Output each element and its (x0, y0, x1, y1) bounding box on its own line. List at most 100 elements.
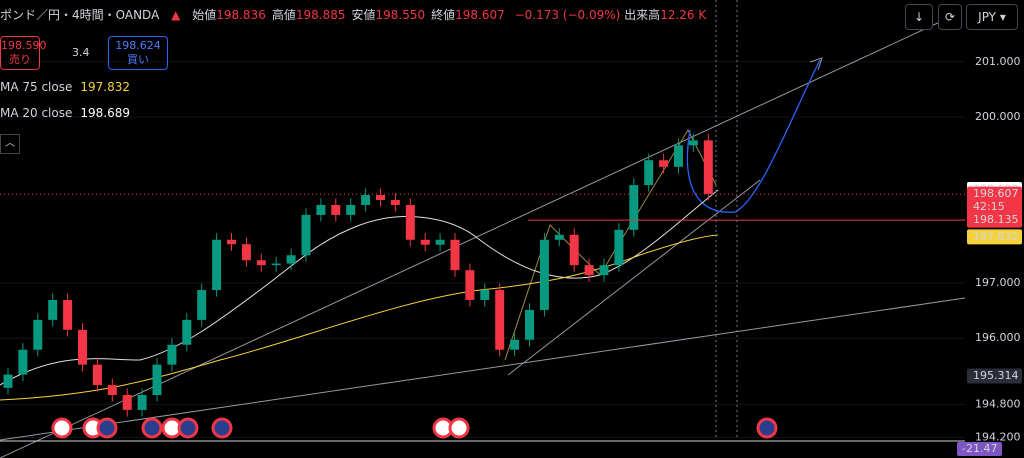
candle-body (197, 290, 207, 320)
event-icon[interactable] (211, 417, 233, 439)
arrow-head (809, 57, 823, 71)
candle-body (703, 140, 713, 194)
candle-body (212, 239, 222, 291)
price-label-box (967, 229, 1022, 245)
trend-line (507, 179, 761, 376)
y-tick-label: 197.000 (975, 276, 1021, 289)
indicator-value: 198.689 (80, 106, 130, 120)
sell-label: 売り (9, 53, 31, 66)
candle-body (78, 329, 87, 365)
price-label-box (967, 186, 1022, 215)
y-tick-label: 200.000 (975, 110, 1021, 123)
quote-label: 始値 (192, 8, 217, 22)
candle-body (137, 395, 147, 410)
candle-body (63, 299, 73, 330)
price-label-box (967, 212, 1022, 228)
candle-body (271, 263, 281, 266)
indicator[interactable]: MA 75 close 197.832 (0, 80, 130, 94)
sell-price: 198.590 (1, 39, 47, 52)
candle-body (256, 260, 266, 266)
candle-body (659, 160, 669, 167)
y-tick-label: 194.200 (975, 431, 1021, 444)
candle-body (376, 195, 385, 200)
quote-value: 198.885 (295, 8, 346, 22)
price-label: 198.135 (973, 213, 1019, 226)
download-button[interactable]: ↓ (905, 4, 933, 30)
quote-label: 高値 (271, 8, 296, 22)
currency-button[interactable]: JPY ▾ (966, 4, 1018, 30)
candle-body (48, 299, 58, 320)
volume: 12.26 K (660, 8, 707, 22)
candle-body (629, 185, 639, 230)
candle-body (599, 265, 609, 276)
collapse-button[interactable]: ︿ (0, 134, 20, 154)
y-tick-label: 194.800 (975, 397, 1021, 410)
candle-body (227, 239, 236, 245)
y-tick-label: 196.000 (975, 331, 1021, 344)
buy-label: 買い (127, 53, 149, 66)
event-icon[interactable] (51, 417, 73, 439)
sell-button[interactable]: 198.590 売り (0, 36, 47, 70)
candle-body (688, 140, 698, 146)
event-icon[interactable] (177, 417, 199, 439)
candle-body (152, 364, 162, 396)
trend-line (0, 297, 966, 441)
ma75-line (0, 234, 719, 401)
candle-body (480, 290, 490, 300)
bottom-label: -21.47 (962, 442, 997, 455)
candle-body (33, 319, 43, 350)
candle-body (614, 229, 624, 266)
candle-body (182, 319, 192, 345)
candle-body (241, 244, 251, 261)
candle-body (107, 385, 117, 396)
quote-value: 198.550 (375, 8, 426, 22)
volume-label: 出来高 (624, 8, 661, 22)
forecast-curve (686, 59, 821, 213)
marker: ▲ (171, 8, 181, 22)
event-icon[interactable] (141, 417, 163, 439)
price-label: 198.607 (973, 187, 1019, 200)
candle-body (644, 160, 654, 186)
candle-body (390, 199, 400, 205)
y-tick-label: 201.000 (975, 55, 1021, 68)
candle-body (539, 239, 549, 310)
price-label: 197.832 (973, 230, 1019, 243)
buy-button[interactable]: 198.624 買い (108, 36, 168, 70)
indicator-value: 197.832 (80, 80, 130, 94)
events (51, 417, 778, 439)
indicator-name: MA 20 close (0, 106, 73, 120)
candle-body (584, 265, 594, 276)
change: −0.173 (−0.09%) (514, 8, 621, 22)
quote-label: 安値 (351, 8, 376, 22)
candle-body (674, 145, 683, 167)
candle-body (569, 234, 579, 266)
candle-body (3, 374, 13, 388)
candle-body (554, 234, 564, 240)
event-icon[interactable] (756, 417, 778, 439)
candle-body (18, 349, 28, 375)
currency: JPY (978, 10, 996, 24)
bottom-label-box (957, 442, 1002, 456)
event-icon[interactable] (448, 417, 470, 439)
candle-body (495, 290, 505, 350)
candle-body (450, 239, 460, 271)
quotes: 始値198.836 高値198.885 安値198.550 終値198.607 (192, 8, 511, 22)
event-icon[interactable] (96, 417, 118, 439)
quote-value: 198.607 (455, 8, 505, 22)
indicator[interactable]: MA 20 close 198.689 (0, 106, 130, 120)
quote-value: 198.836 (216, 8, 266, 22)
candle-body (465, 270, 475, 300)
candle-body (331, 204, 341, 215)
candle-body (525, 309, 534, 340)
candle-body (510, 339, 520, 350)
candle-body (167, 344, 177, 365)
zigzag (504, 128, 717, 361)
candle-body (346, 204, 356, 215)
candle-body (405, 204, 415, 240)
refresh-button[interactable]: ⟳ (938, 4, 962, 30)
price-label-box (967, 368, 1022, 384)
candle-body (92, 364, 102, 386)
candle-body (361, 195, 371, 205)
candle-body (122, 395, 132, 410)
